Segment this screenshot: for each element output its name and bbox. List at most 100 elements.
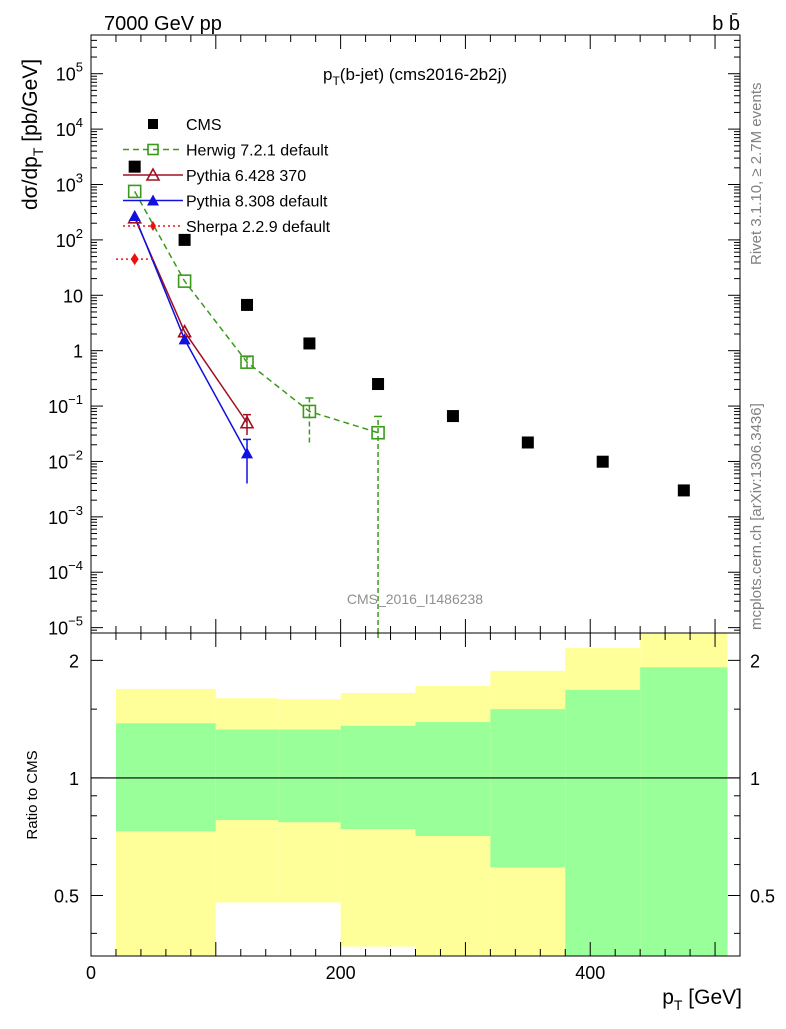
ratio-plot-area [91,633,740,956]
ratio-tick-label-left: 2 [69,651,79,671]
main-plot-area [115,160,690,633]
main-title: pT(b-jet) (cms2016-2b2j) [323,65,507,88]
y-tick-label: 104 [56,115,83,140]
y-tick-base: 10 [48,563,68,583]
y-tick-base: 1 [73,342,83,362]
main-ylabel-pre: dσ/dp [19,156,42,210]
marker-triangle-open [239,415,255,429]
legend-item-cms: CMS [148,117,222,134]
ratio-xlabel-p: p [662,986,674,1009]
x-tick-label: 200 [326,963,356,983]
ratio-band-inner [215,729,279,821]
rivet-note: Rivet 3.1.10, ≥ 2.7M events [748,83,765,266]
y-tick-base: 10 [48,452,68,472]
marker-square [521,436,534,449]
series-line-pythia6 [133,217,248,424]
y-tick-base: 10 [56,120,76,140]
ratio-tick-label-left: 0.5 [54,887,79,907]
y-tick-label: 10−2 [48,447,83,472]
y-tick-base: 10 [56,231,76,251]
y-tick-exp: 3 [76,171,83,186]
ratio-band-inner [278,729,341,823]
header-left-label: 7000 GeV pp [104,13,222,35]
marker-triangle-open [145,167,161,181]
ratio-ticks: 0.5 0.5 1 1 2 2 0 200 400 [54,633,775,983]
legend: CMS Herwig 7.2.1 default Pythia 6.428 370 P… [123,117,331,236]
watermark: CMS_2016_I1486238 [347,591,483,607]
y-tick-base: 10 [48,619,68,639]
ratio-ylabel: Ratio to CMS [24,750,41,839]
main-title-sub: T [332,74,340,88]
main-ylabel-sub: T [30,147,46,156]
marker-square-open [127,184,142,199]
ratio-band-inner [115,723,216,832]
marker-square-open [147,143,159,156]
legend-label-cms: CMS [186,117,222,134]
y-tick-label: 10−1 [48,392,83,417]
y-tick-exp: 5 [76,60,83,75]
mcplots-note: mcplots.cern.ch [arXiv:1306.3436] [748,403,765,630]
ratio-tick-label-left: 1 [69,769,79,789]
ratio-tick-label-right: 1 [750,769,760,789]
y-tick-label: 10−5 [48,614,83,639]
series-line-pythia8 [133,215,248,454]
legend-label-pythia8: Pythia 8.308 default [186,194,328,211]
y-tick-base: 10 [48,397,68,417]
marker-square [303,337,316,350]
legend-item-herwig: Herwig 7.2.1 default [123,143,329,160]
marker-square [241,298,254,311]
marker-square-open [371,425,385,440]
marker-square-open [302,404,317,419]
y-tick-label: 103 [56,171,83,196]
y-tick-exp: 2 [76,226,83,241]
marker-square [677,484,690,497]
marker-square [446,410,459,423]
y-tick-label: 102 [56,226,83,251]
marker-diamond [130,253,139,266]
marker-square [596,455,609,468]
main-ylabel: dσ/dpT [pb/GeV] [19,59,46,210]
x-tick-label: 0 [86,963,96,983]
y-tick-exp: −2 [68,447,83,462]
x-tick-label: 400 [575,963,605,983]
y-tick-label: 10−3 [48,503,83,528]
main-title-p: p [323,65,332,84]
marker-triangle [241,447,254,459]
ratio-tick-label-right: 0.5 [750,887,775,907]
legend-label-sherpa: Sherpa 2.2.9 default [186,219,331,236]
ratio-band-inner [565,689,641,956]
marker-square [128,160,141,173]
y-tick-label: 10 [63,286,83,306]
ratio-xlabel-sub: T [674,997,683,1013]
y-tick-label: 105 [56,60,83,85]
y-tick-base: 10 [56,176,76,196]
legend-label-pythia6: Pythia 6.428 370 [186,168,306,185]
main-ylabel-post: [pb/GeV] [19,59,42,148]
y-tick-label: 1 [73,342,83,362]
y-tick-base: 10 [48,508,68,528]
y-tick-exp: −5 [68,614,83,629]
legend-label-herwig: Herwig 7.2.1 default [186,143,329,160]
marker-square-open [177,274,192,288]
marker-square-open [240,355,254,369]
ratio-panel: 0.5 0.5 1 1 2 2 0 200 400 Ratio to CMS pT [GeV] [24,632,775,1013]
main-title-rest: (b-jet) (cms2016-2b2j) [340,65,507,84]
legend-item-sherpa: Sherpa 2.2.9 default [123,219,331,236]
header-right-label: b b̄ [712,12,740,35]
marker-triangle [178,333,191,345]
y-tick-label: 10−4 [48,558,83,583]
ratio-tick-label-right: 2 [750,651,760,671]
marker-diamond [150,221,156,231]
legend-item-pythia8: Pythia 8.308 default [123,194,328,211]
legend-item-pythia6: Pythia 6.428 370 [123,167,306,185]
ratio-band-inner [415,722,491,837]
y-tick-base: 10 [63,286,83,306]
y-tick-exp: −1 [68,392,83,407]
y-tick-exp: −3 [68,503,83,518]
marker-triangle [128,209,141,221]
ratio-band-inner [640,667,728,956]
ratio-band-inner [490,709,566,868]
ratio-xlabel: pT [GeV] [662,986,742,1013]
series-line-herwig [134,191,379,434]
